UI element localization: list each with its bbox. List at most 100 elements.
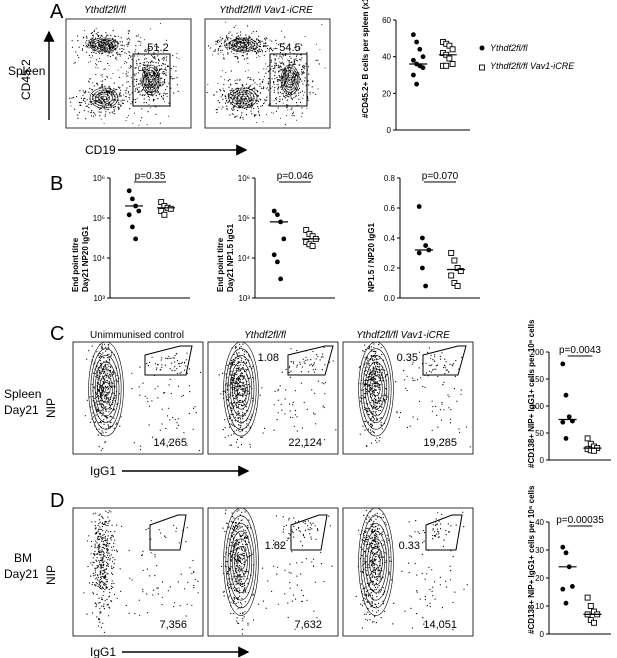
flow-event — [125, 73, 127, 75]
flow-event — [290, 108, 292, 110]
flow-event — [302, 535, 304, 537]
flow-event — [113, 397, 116, 399]
flow-event — [166, 86, 168, 88]
flow-event — [110, 539, 112, 541]
flow-event — [121, 41, 123, 43]
flow-event — [126, 75, 128, 77]
flow-event — [243, 554, 246, 557]
flow-event — [139, 65, 141, 67]
flow-event — [94, 571, 96, 573]
flow-event — [102, 96, 104, 98]
flow-event — [312, 558, 315, 560]
flow-event — [131, 92, 133, 94]
flow-event — [109, 408, 111, 410]
flow-event — [111, 585, 113, 587]
flow-event — [230, 362, 232, 364]
flow-event — [184, 362, 186, 364]
flow-event — [431, 400, 433, 402]
flow-event — [131, 59, 133, 60]
flow-event — [88, 582, 91, 584]
flow-event — [233, 386, 235, 389]
flow-event — [95, 63, 97, 65]
flow-event — [224, 46, 226, 48]
flow-event — [263, 45, 265, 47]
flow-event — [176, 360, 179, 362]
flow-event — [264, 99, 266, 101]
flow-event — [163, 58, 165, 60]
flow-event — [404, 379, 406, 381]
flow-event — [96, 371, 98, 373]
flow-event — [314, 525, 316, 527]
flow-event — [284, 36, 286, 38]
flow-event — [361, 389, 363, 391]
flow-event — [231, 395, 233, 397]
flow-event — [148, 405, 151, 407]
flow-event — [129, 98, 131, 100]
flow-event — [292, 532, 294, 534]
flow-event — [250, 79, 252, 81]
flow-event — [95, 28, 97, 29]
flow-event — [440, 419, 443, 421]
flow-event — [113, 582, 115, 584]
flow-event — [240, 359, 242, 361]
flow-event — [239, 399, 241, 402]
flow-event — [225, 97, 227, 99]
flow-event — [125, 90, 127, 92]
flow-event — [104, 85, 106, 87]
flow-event — [139, 94, 141, 96]
flow-event — [282, 531, 284, 533]
flow-event — [272, 50, 274, 52]
flow-event — [110, 537, 112, 539]
flow-event — [375, 439, 377, 441]
flow-event — [241, 563, 243, 565]
flow-event — [306, 599, 308, 601]
flow-event — [220, 45, 222, 47]
flow-event — [100, 49, 102, 51]
flow-event — [165, 427, 167, 430]
flow-event — [82, 94, 84, 96]
flow-event — [143, 50, 146, 52]
flow-event — [110, 355, 112, 357]
flow-event — [376, 386, 378, 388]
flow-event — [95, 540, 97, 542]
flow-event — [363, 350, 365, 353]
flow-event — [228, 396, 230, 398]
flow-event — [236, 620, 238, 622]
flow-event — [230, 532, 232, 534]
flow-event — [79, 104, 81, 106]
data-point — [136, 208, 142, 214]
flow-event — [155, 363, 157, 365]
flow-event — [237, 579, 239, 581]
contour-line — [143, 67, 159, 93]
flow-event — [241, 114, 242, 116]
flow-event — [99, 546, 101, 548]
flow-event — [101, 344, 103, 346]
flow-event — [256, 46, 258, 48]
flow-event — [447, 371, 450, 373]
flow-event — [105, 431, 107, 433]
flow-event — [232, 109, 234, 111]
flow-event — [236, 36, 238, 38]
flow-event — [162, 63, 164, 65]
tick-label: 10⁴ — [238, 254, 251, 263]
flow-event — [243, 533, 245, 535]
flow-event — [378, 402, 381, 404]
flow-event — [99, 421, 101, 423]
flow-event — [239, 431, 241, 433]
flow-event — [232, 91, 234, 93]
flow-event — [278, 67, 280, 69]
flow-event — [380, 532, 382, 534]
flow-event — [168, 357, 170, 359]
panel-letter-c: C — [50, 323, 64, 345]
flow-event — [233, 381, 235, 383]
flow-event — [305, 63, 307, 65]
flow-event — [295, 529, 297, 531]
flow-event — [163, 56, 165, 58]
flow-event — [221, 70, 223, 72]
flow-event — [153, 52, 155, 54]
flow-event — [94, 574, 96, 576]
flow-event — [105, 36, 107, 38]
flow-event — [89, 60, 91, 62]
flow-event — [99, 581, 102, 584]
flow-event — [298, 87, 301, 89]
